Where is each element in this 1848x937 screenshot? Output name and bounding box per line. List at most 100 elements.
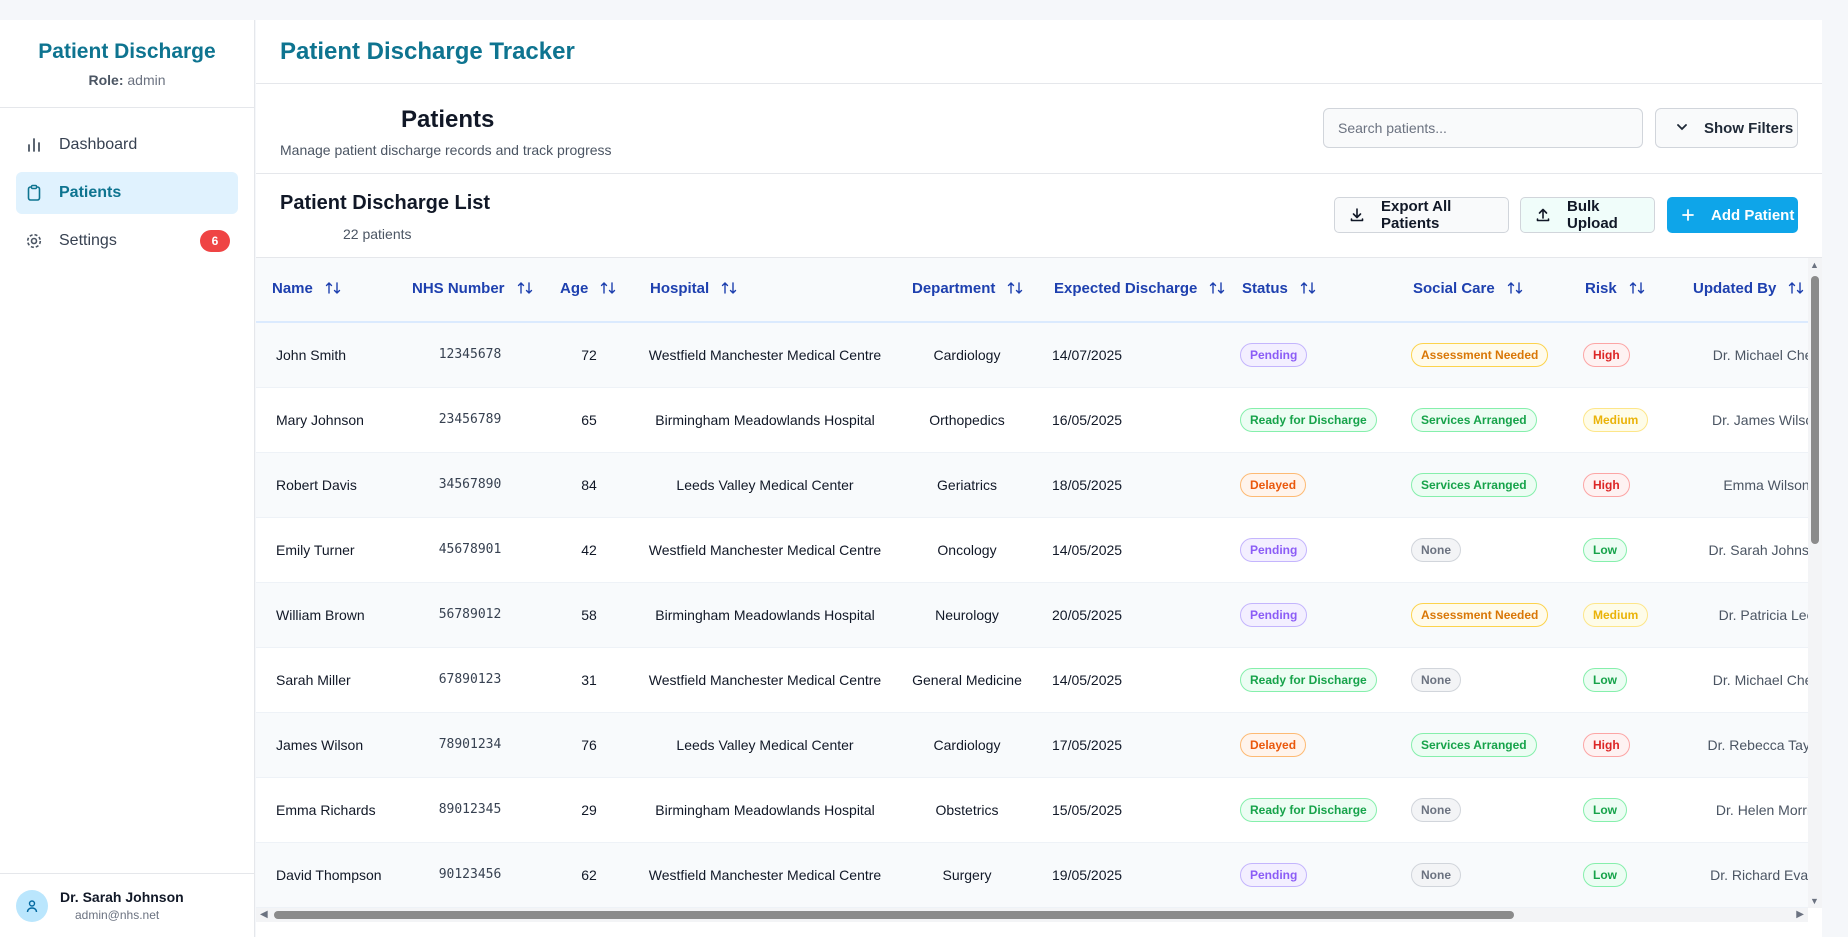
table-row[interactable]: Mary Johnson 23456789 65 Birmingham Meadowl… xyxy=(256,387,1808,453)
sidebar-item-dashboard[interactable]: Dashboard xyxy=(16,124,238,166)
risk-cell: High xyxy=(1569,322,1677,388)
patient-name: Emma Richards xyxy=(256,777,396,843)
page-header: Patients Manage patient discharge record… xyxy=(256,84,1822,174)
hospital-name: Westfield Manchester Medical Centre xyxy=(634,322,896,388)
nhs-number: 23456789 xyxy=(396,387,544,453)
user-profile[interactable]: Dr. Sarah Johnson admin@nhs.net xyxy=(0,873,255,937)
updated-by: Dr. Helen Morris xyxy=(1677,777,1808,843)
col-header-expected-discharge[interactable]: Expected Discharge xyxy=(1038,258,1226,323)
bulk-upload-label: Bulk Upload xyxy=(1567,198,1618,232)
risk-badge: Low xyxy=(1583,537,1627,562)
patient-name: John Smith xyxy=(256,322,396,388)
col-header-risk[interactable]: Risk xyxy=(1569,258,1677,323)
user-icon xyxy=(26,899,38,912)
social-care-cell: Services Arranged xyxy=(1397,387,1569,453)
status-cell: Delayed xyxy=(1226,452,1397,518)
social-care-cell: Assessment Needed xyxy=(1397,582,1569,648)
status-cell: Pending xyxy=(1226,517,1397,583)
status-cell: Pending xyxy=(1226,322,1397,388)
department-name: Cardiology xyxy=(896,712,1038,778)
brand: Patient Discharge Role: admin xyxy=(0,20,254,108)
add-patient-label: Add Patient xyxy=(1711,206,1795,224)
social-care-badge: None xyxy=(1411,862,1461,887)
upload-icon xyxy=(1535,207,1551,223)
hospital-name: Westfield Manchester Medical Centre xyxy=(634,842,896,908)
status-badge: Delayed xyxy=(1240,732,1307,757)
col-header-hospital[interactable]: Hospital xyxy=(634,258,896,323)
table-row[interactable]: John Smith 12345678 72 Westfield Manchester… xyxy=(256,322,1808,388)
social-care-cell: Services Arranged xyxy=(1397,712,1569,778)
vertical-scrollbar[interactable]: ▲ ▼ xyxy=(1808,258,1822,908)
table-row[interactable]: Emma Richards 89012345 29 Birmingham Meadow… xyxy=(256,777,1808,843)
add-patient-button[interactable]: Add Patient xyxy=(1667,197,1798,233)
table-row[interactable]: Emily Turner 45678901 42 Westfield Manchest… xyxy=(256,517,1808,583)
status-badge: Pending xyxy=(1240,862,1308,887)
table-row[interactable]: William Brown 56789012 58 Birmingham Meadow… xyxy=(256,582,1808,648)
patient-age: 72 xyxy=(544,322,634,388)
social-care-cell: None xyxy=(1397,517,1569,583)
risk-cell: Low xyxy=(1569,647,1677,713)
status-badge: Ready for Discharge xyxy=(1240,407,1377,432)
updated-by: Emma Wilson xyxy=(1677,452,1808,518)
scroll-down-icon[interactable]: ▼ xyxy=(1810,896,1819,906)
table-row[interactable]: James Wilson 78901234 76 Leeds Valley Medic… xyxy=(256,712,1808,778)
department-name: Cardiology xyxy=(896,322,1038,388)
col-header-age[interactable]: Age xyxy=(544,258,634,323)
expected-discharge-date: 14/05/2025 xyxy=(1038,647,1226,713)
status-badge: Ready for Discharge xyxy=(1240,797,1377,822)
role-line: Role: admin xyxy=(0,72,254,88)
updated-by: Dr. Rebecca Taylor xyxy=(1677,712,1808,778)
main-content: Patient Discharge Tracker Patients Manag… xyxy=(256,20,1822,937)
sidebar: Patient Discharge Role: admin Dashboard … xyxy=(0,20,255,937)
horizontal-scrollbar[interactable]: ◀ ▶ xyxy=(256,908,1808,922)
table-row[interactable]: Sarah Miller 67890123 31 Westfield Manchest… xyxy=(256,647,1808,713)
scroll-right-icon[interactable]: ▶ xyxy=(1796,909,1804,920)
risk-cell: Low xyxy=(1569,777,1677,843)
show-filters-button[interactable]: Show Filters xyxy=(1655,108,1798,148)
status-cell: Ready for Discharge xyxy=(1226,387,1397,453)
table-row[interactable]: David Thompson 90123456 62 Westfield Manche… xyxy=(256,842,1808,908)
show-filters-label: Show Filters xyxy=(1704,119,1794,137)
department-name: Oncology xyxy=(896,517,1038,583)
risk-cell: Low xyxy=(1569,517,1677,583)
nhs-number: 89012345 xyxy=(396,777,544,843)
status-badge: Ready for Discharge xyxy=(1240,667,1377,692)
patient-table-wrapper: Name NHS Number Age Hospital Department … xyxy=(256,258,1808,908)
status-cell: Pending xyxy=(1226,842,1397,908)
col-header-department[interactable]: Department xyxy=(896,258,1038,323)
vertical-scroll-thumb[interactable] xyxy=(1811,276,1819,544)
hospital-name: Leeds Valley Medical Center xyxy=(634,712,896,778)
risk-badge: High xyxy=(1583,732,1630,757)
risk-cell: High xyxy=(1569,712,1677,778)
col-header-updated-by[interactable]: Updated By xyxy=(1677,258,1808,323)
status-badge: Pending xyxy=(1240,537,1308,562)
role-value: admin xyxy=(127,72,166,88)
scroll-up-icon[interactable]: ▲ xyxy=(1810,260,1819,270)
sidebar-item-settings[interactable]: Settings 6 xyxy=(16,220,238,262)
col-header-nhs-number[interactable]: NHS Number xyxy=(396,258,544,323)
status-badge: Delayed xyxy=(1240,472,1307,497)
social-care-badge: None xyxy=(1411,797,1461,822)
patient-name: David Thompson xyxy=(256,842,396,908)
status-badge: Pending xyxy=(1240,602,1308,627)
search-input[interactable] xyxy=(1323,108,1643,148)
scroll-left-icon[interactable]: ◀ xyxy=(260,909,268,920)
nhs-number: 78901234 xyxy=(396,712,544,778)
sidebar-item-patients[interactable]: Patients xyxy=(16,172,238,214)
status-badge: Pending xyxy=(1240,342,1308,367)
sort-icon xyxy=(1629,281,1645,299)
horizontal-scroll-thumb[interactable] xyxy=(274,911,1514,919)
patient-age: 42 xyxy=(544,517,634,583)
list-title: Patient Discharge List xyxy=(280,192,491,214)
col-header-status[interactable]: Status xyxy=(1226,258,1397,323)
sort-icon xyxy=(1300,281,1316,299)
sidebar-item-label: Dashboard xyxy=(59,136,138,153)
bulk-upload-button[interactable]: Bulk Upload xyxy=(1520,197,1655,233)
col-header-social-care[interactable]: Social Care xyxy=(1397,258,1569,323)
export-all-button[interactable]: Export All Patients xyxy=(1334,197,1509,233)
col-header-name[interactable]: Name xyxy=(256,258,396,323)
table-row[interactable]: Robert Davis 34567890 84 Leeds Valley Medic… xyxy=(256,452,1808,518)
social-care-badge: Assessment Needed xyxy=(1411,602,1549,627)
updated-by: Dr. Patricia Lee xyxy=(1677,582,1808,648)
patient-name: Emily Turner xyxy=(256,517,396,583)
